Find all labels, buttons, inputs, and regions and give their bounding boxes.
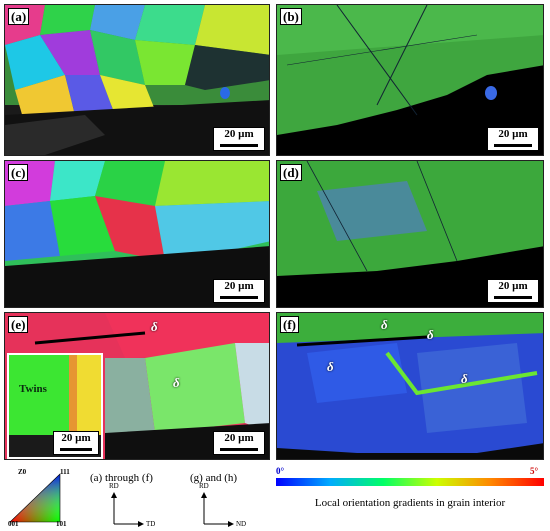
axes-legend-ab-text: (a) through (f) [90, 472, 153, 484]
delta-label-f3: δ [327, 359, 334, 374]
panel-f: (f) δ δ δ δ [276, 312, 544, 460]
axes-arrows-gh [201, 492, 234, 527]
delta-label-f2: δ [427, 327, 434, 342]
panel-c-scalebar: 20 µm [213, 279, 265, 303]
axes-ab-up-label: RD [109, 482, 119, 490]
panel-c-scale-text: 20 µm [224, 280, 254, 292]
panel-c-scale-bar [220, 296, 258, 299]
panel-d: (d) 20 µm [276, 160, 544, 308]
colorbar-caption: Local orientation gradients in grain int… [314, 497, 506, 509]
inset-scale-bar [60, 448, 92, 451]
axes-legend-gh-text: (g) and (h) [190, 472, 238, 484]
delta-label-e2: δ [173, 375, 180, 390]
ipf-label-001: 001 [8, 520, 19, 528]
ipf-map-c [5, 161, 269, 307]
panel-e-scalebar: 20 µm [213, 431, 265, 455]
panel-b-scale-bar [494, 144, 532, 147]
colorbar-max-label: 5° [530, 466, 539, 476]
panel-e-scale-bar [220, 448, 258, 451]
ipf-triangle-legend: 111 Z0 001 101 [6, 464, 70, 528]
ipf-label-z0: Z0 [18, 468, 27, 476]
panel-a-scale-text: 20 µm [224, 128, 254, 140]
panel-b-scalebar: 20 µm [487, 127, 539, 151]
panel-e-scale-text: 20 µm [224, 432, 254, 444]
panel-a: (a) 20 µm [4, 4, 270, 156]
ipf-map-a [5, 5, 269, 155]
panel-b-label: (b) [280, 8, 302, 25]
panel-b: (b) 20 µm [276, 4, 544, 156]
axes-arrows-ab [111, 492, 144, 527]
axes-gh-right-label: ND [236, 520, 247, 528]
twins-inset: Twins 20 µm [7, 353, 103, 459]
panel-b-scale-text: 20 µm [498, 128, 528, 140]
panel-e-label: (e) [8, 316, 29, 333]
inset-scale-text: 20 µm [61, 432, 91, 444]
panel-d-label: (d) [280, 164, 302, 181]
panel-a-scale-bar [220, 144, 258, 147]
panel-c: (c) 20 µm [4, 160, 270, 308]
panel-c-label: (c) [8, 164, 29, 181]
twins-label: Twins [19, 383, 47, 395]
ipf-label-111: 111 [60, 468, 70, 476]
ipf-label-101: 101 [56, 520, 67, 528]
panel-e: (e) δ δ Twins 20 µm 20 µm [4, 312, 270, 460]
panel-d-scale-text: 20 µm [498, 280, 528, 292]
panel-d-scale-bar [494, 296, 532, 299]
kam-map-b [277, 5, 543, 135]
delta-label-e1: δ [151, 319, 158, 334]
colorbar-min-label: 0° [276, 466, 285, 476]
panel-a-label: (a) [8, 8, 30, 25]
kam-map-d [277, 161, 543, 276]
panel-a-scalebar: 20 µm [213, 127, 265, 151]
panel-f-label: (f) [280, 316, 299, 333]
inset-scalebar: 20 µm [53, 431, 99, 455]
kam-map-f [277, 313, 543, 453]
axes-ab-right-label: TD [146, 520, 156, 528]
panel-d-scalebar: 20 µm [487, 279, 539, 303]
orientation-gradient-colorbar [276, 478, 544, 486]
ipf-triangle [9, 473, 61, 523]
delta-label-f4: δ [461, 371, 468, 386]
delta-label-f1: δ [381, 317, 388, 332]
axes-gh-up-label: RD [199, 482, 209, 490]
